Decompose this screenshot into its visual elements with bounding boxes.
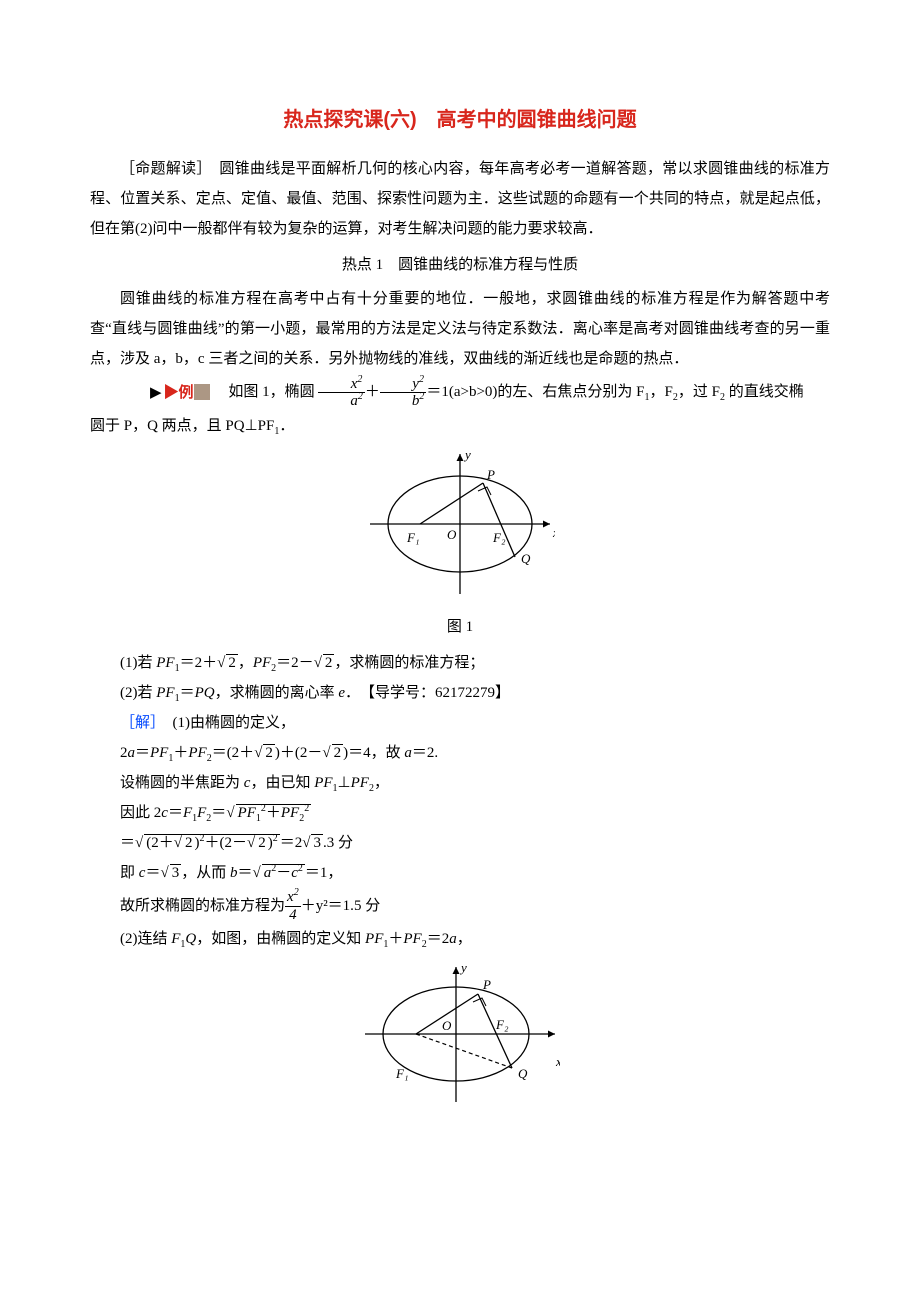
question-1: (1)若 PF1＝2＋√2，PF2＝2－√2，求椭圆的标准方程； [90,648,830,678]
sol1-c: 设椭圆的半焦距为 c，由已知 PF1⊥PF2， [90,768,830,798]
fraction-y2b2: y2b2 [380,376,427,410]
figure-1: y x O F₁ F₂ P Q [90,449,830,610]
score-5: 5 分 [354,898,380,914]
svg-text:O: O [442,1018,452,1033]
solution-label: ［解］ [120,715,158,731]
score-3: 3 分 [327,835,353,851]
question-2: (2)若 PF1＝PQ，求椭圆的离心率 e． 【导学号：62172279】 [90,678,830,708]
example-line2-text: 圆于 P，Q 两点，且 PQ⊥PF [90,418,274,434]
svg-text:F₁: F₁ [406,530,419,545]
svg-text:y: y [459,962,467,975]
sol1-g-post: ＋y²＝1. [301,898,354,914]
example-eq-tail: ＝1(a>b>0)的左、右焦点分别为 F [426,384,644,400]
fraction-x24: x24 [285,889,301,923]
figure-1-caption: 图 1 [90,612,830,642]
sol1-f: 即 c＝√3，从而 b＝√a2－c2＝1， [90,858,830,888]
svg-text:O: O [447,527,457,542]
intro-paragraph: ［命题解读］ 圆锥曲线是平面解析几何的核心内容，每年高考必考一道解答题，常以求圆… [90,154,830,244]
guide-number: 【导学号：62172279】 [368,685,511,701]
example-1-statement: ▶▶例1 如图 1，椭圆 x2a2＋y2b2＝1(a>b>0)的左、右焦点分别为… [90,374,830,411]
example-label: ▶▶例1 [120,375,210,411]
figure-1-svg: y x O F₁ F₂ P Q [365,449,555,599]
sol1-b: 2a＝PF1＋PF2＝(2＋√2)＋(2－√2)＝4，故 a＝2. [90,738,830,768]
example-lead: 如图 1，椭圆 [228,384,314,400]
svg-text:y: y [463,449,471,462]
svg-text:P: P [486,467,495,482]
example-line2: 圆于 P，Q 两点，且 PQ⊥PF1． [90,411,830,441]
example-tag: ▶例 [164,384,194,401]
svg-text:P: P [482,977,491,992]
svg-text:Q: Q [521,551,531,566]
figure-2-svg: y x O F₁ F₂ P Q [360,962,560,1112]
example-number: 1 [194,384,210,400]
sol1-g: 故所求椭圆的标准方程为x24＋y²＝1.5 分 [90,888,830,924]
triangle-icon: ▶ [150,385,162,401]
figure-2: y x O F₁ F₂ P Q [90,962,830,1123]
example-eq-tail2: ，F [650,384,673,400]
svg-text:x: x [552,525,555,540]
section-1-title: 热点 1 圆锥曲线的标准方程与性质 [90,250,830,280]
example-eq-tail3: ，过 F [678,384,720,400]
solution-label-line: ［解］ (1)由椭圆的定义， [90,708,830,738]
svg-text:x: x [555,1054,560,1069]
sol1-e: ＝√(2＋√2)2＋(2－√2)2＝2√3.3 分 [90,828,830,858]
svg-text:F₂: F₂ [495,1017,509,1032]
svg-text:F₁: F₁ [395,1066,408,1081]
example-eq-tail4: 的直线交椭 [725,384,804,400]
sol2-a: (2)连结 F1Q，如图，由椭圆的定义知 PF1＋PF2＝2a， [90,924,830,954]
section-1-body: 圆锥曲线的标准方程在高考中占有十分重要的地位．一般地，求圆锥曲线的标准方程是作为… [90,284,830,374]
sol1-d: 因此 2c＝F1F2＝√PF12＋PF22 [90,798,830,828]
sol1-g-pre: 故所求椭圆的标准方程为 [120,898,285,914]
svg-text:Q: Q [518,1066,528,1081]
sol1-a: (1)由椭圆的定义， [173,715,296,731]
intro-label: ［命题解读］ [120,161,204,177]
fraction-x2a2: x2a2 [318,376,365,410]
svg-text:F₂: F₂ [492,530,506,545]
page-title: 热点探究课(六) 高考中的圆锥曲线问题 [90,100,830,140]
